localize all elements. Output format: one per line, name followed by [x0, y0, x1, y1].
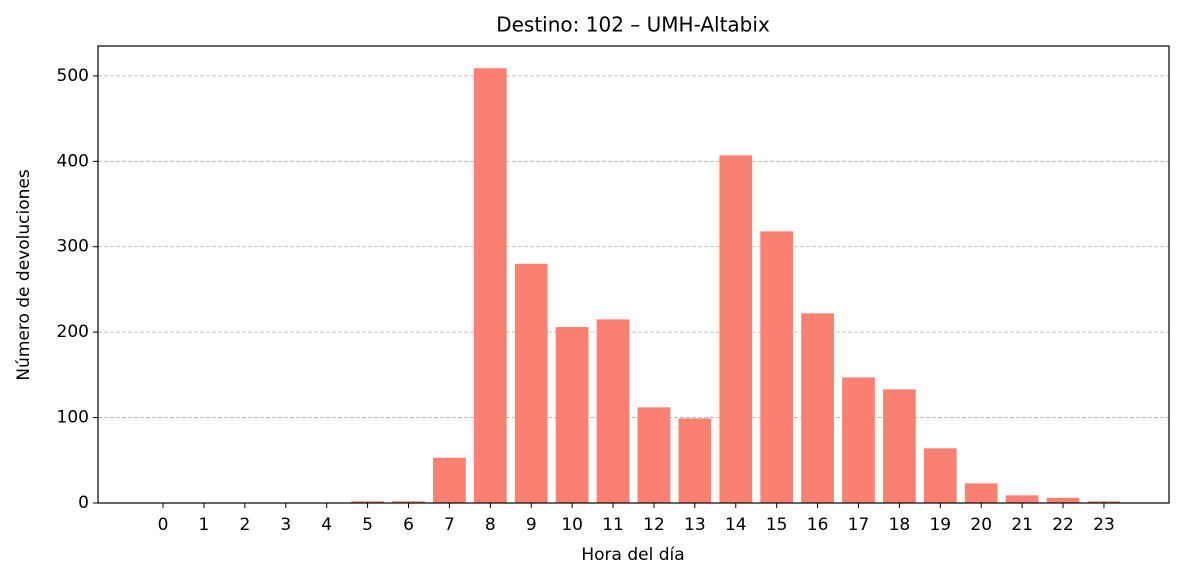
bar	[1046, 497, 1080, 503]
x-tick-label: 19	[929, 515, 951, 535]
x-tick-label: 18	[889, 515, 911, 535]
x-tick-label: 4	[321, 515, 332, 535]
bar	[842, 377, 875, 503]
x-tick-label: 1	[199, 515, 210, 535]
y-tick-label: 300	[57, 237, 89, 257]
x-tick-label: 5	[362, 515, 373, 535]
x-tick-label: 21	[1011, 515, 1033, 535]
bar	[964, 483, 998, 503]
bar	[883, 389, 916, 503]
y-tick-label: 0	[78, 493, 89, 513]
plot-frame	[97, 45, 1170, 504]
x-tick-label: 7	[444, 515, 455, 535]
x-tick-label: 17	[848, 515, 870, 535]
y-tick-label: 400	[57, 151, 89, 171]
x-tick-label: 22	[1052, 515, 1074, 535]
bar	[433, 457, 466, 503]
bar	[760, 231, 794, 503]
y-tick-label: 100	[57, 408, 89, 428]
x-tick-label: 11	[602, 515, 624, 535]
x-tick-label: 8	[485, 515, 496, 535]
x-tick-label: 10	[561, 515, 583, 535]
x-tick-label: 13	[684, 515, 706, 535]
bar	[678, 418, 712, 503]
x-axis-label: Hora del día	[581, 545, 684, 565]
x-tick-label: 12	[643, 515, 665, 535]
y-tick-label: 500	[57, 66, 89, 86]
y-axis-label: Número de devoluciones	[14, 169, 34, 380]
x-tick-label: 15	[766, 515, 788, 535]
bar	[801, 313, 834, 503]
bar	[514, 263, 548, 503]
bar	[596, 319, 630, 503]
x-tick-label: 2	[239, 515, 250, 535]
bar	[637, 407, 671, 503]
bar	[923, 448, 957, 503]
x-tick-label: 9	[526, 515, 537, 535]
bar	[719, 155, 753, 503]
x-tick-label: 20	[970, 515, 992, 535]
x-tick-label: 16	[807, 515, 829, 535]
bar	[1005, 495, 1039, 503]
x-tick-label: 23	[1093, 515, 1115, 535]
bar	[555, 327, 589, 503]
bar	[392, 501, 425, 503]
x-tick-label: 0	[158, 515, 169, 535]
bar	[351, 501, 384, 503]
y-tick-label: 200	[57, 322, 89, 342]
chart-title: Destino: 102 – UMH-Altabix	[496, 13, 770, 37]
x-tick-label: 14	[725, 515, 747, 535]
x-tick-label: 6	[403, 515, 414, 535]
bar	[1087, 501, 1121, 503]
x-tick-label: 3	[280, 515, 291, 535]
bar	[473, 68, 507, 503]
